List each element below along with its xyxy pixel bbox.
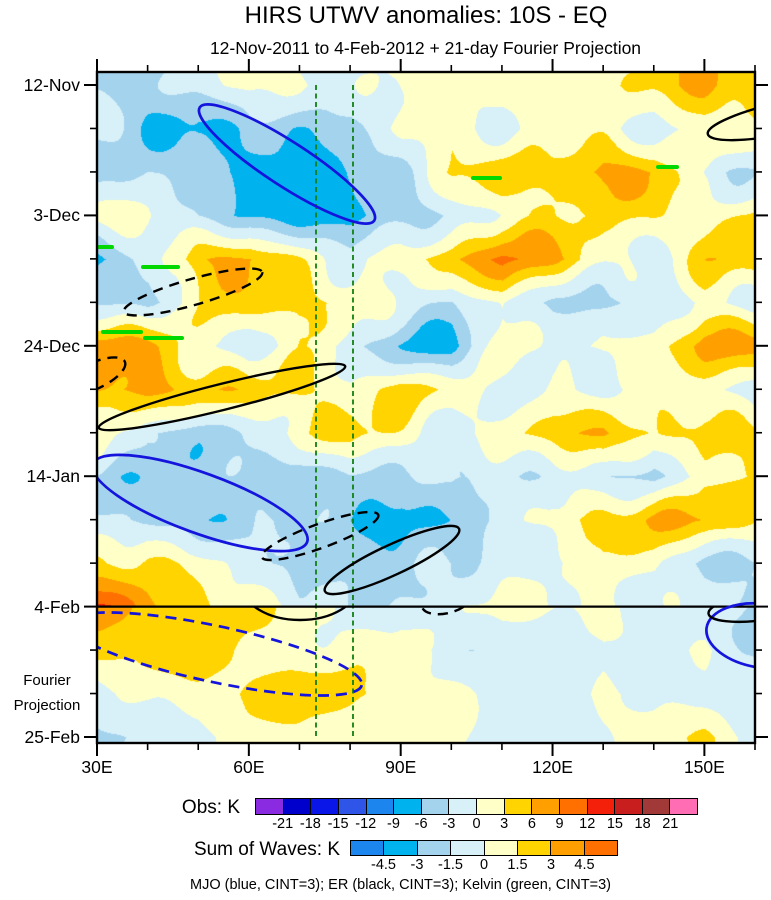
- x-tick-label-60E: 60E: [233, 757, 265, 777]
- er-contour-solid-ellipse: [97, 362, 347, 432]
- colorbar-cell: [256, 799, 284, 814]
- mjo-contour-dashed-ellipse: [97, 611, 364, 697]
- colorbar-tick-label: 18: [634, 816, 651, 832]
- colorbar-tick-label: -15: [327, 816, 349, 832]
- colorbar-cell: [587, 799, 616, 814]
- er-contour-dashed-ellipse: [122, 267, 264, 317]
- colorbar-tick-label: 15: [606, 816, 623, 832]
- y-tick-label-4-Feb: 4-Feb: [34, 596, 80, 617]
- colorbar-cell: [338, 799, 367, 814]
- colorbar-tick-label: 0: [479, 857, 489, 873]
- colorbar-tick-label: 0: [472, 816, 481, 832]
- fourier-label-line1: Fourier: [23, 672, 71, 689]
- er-contour-solid-ellipse: [323, 524, 461, 596]
- colorbar-cell: [517, 841, 552, 855]
- colorbar-tick-label: 3: [500, 816, 509, 832]
- chart-title: HIRS UTWV anomalies: 10S - EQ: [244, 2, 608, 29]
- colorbar-tick-label: 1.5: [507, 857, 528, 873]
- colorbar-tick-label: 3: [546, 857, 556, 873]
- colorbar-tick-label: -9: [386, 816, 400, 832]
- colorbar-tick-label: 21: [662, 816, 679, 832]
- colorbar-tick-label: 6: [527, 816, 536, 832]
- contour-field-canvas: [97, 72, 755, 743]
- colorbar-cell: [670, 799, 697, 814]
- colorbar-cell: [532, 799, 560, 814]
- colorbar-cell: [559, 799, 588, 814]
- obs-colorbar-label: Obs: K: [181, 797, 240, 818]
- colorbar-tick-label: -12: [355, 816, 377, 832]
- colorbar-cell: [394, 799, 422, 814]
- colorbar-cell: [484, 841, 518, 855]
- kelvin-contours: [97, 85, 679, 737]
- colorbar-cell: [351, 841, 385, 855]
- colorbar-tick-label: 4.5: [574, 857, 595, 873]
- chart-subtitle: 12-Nov-2011 to 4-Feb-2012 + 21-day Fouri…: [209, 38, 642, 58]
- mjo-contour-solid-ellipse: [197, 103, 377, 225]
- sum-of-waves-colorbar: [350, 840, 618, 856]
- wave-legend-text: MJO (blue, CINT=3); ER (black, CINT=3); …: [189, 877, 612, 893]
- colorbar-tick-label: -3: [410, 857, 424, 873]
- colorbar-cell: [417, 841, 452, 855]
- axis-ticks: [84, 59, 768, 756]
- colorbar-cell: [504, 799, 533, 814]
- colorbar-tick-label: -4.5: [371, 857, 396, 873]
- colorbar-cell: [477, 799, 505, 814]
- colorbar-cell: [384, 841, 418, 855]
- er-contour-solid-ellipse: [252, 606, 348, 622]
- x-tick-label-30E: 30E: [81, 757, 113, 777]
- obs-colorbar: [255, 798, 698, 815]
- mjo-contour-solid-ellipse: [705, 601, 755, 671]
- colorbar-cell: [615, 799, 643, 814]
- colorbar-tick-label: -6: [414, 816, 428, 832]
- y-tick-label-3-Dec: 3-Dec: [33, 205, 80, 226]
- mjo-contour-solid-ellipse: [97, 453, 309, 553]
- y-tick-label-12-Nov: 12-Nov: [23, 75, 80, 95]
- colorbar-cell: [451, 841, 485, 855]
- colorbar-cell: [449, 799, 477, 814]
- colorbar-cell: [584, 841, 617, 855]
- er-contour-solid-ellipse: [706, 92, 755, 142]
- x-tick-label-150E: 150E: [683, 757, 725, 777]
- colorbar-tick-label: 9: [555, 816, 564, 832]
- fourier-projection-label: Fourier Projection: [2, 668, 92, 718]
- x-tick-label-120E: 120E: [532, 757, 573, 777]
- colorbar-cell: [551, 841, 585, 855]
- y-tick-label-25-Feb: 25-Feb: [24, 727, 80, 747]
- colorbar-cell: [283, 799, 312, 814]
- colorbar-tick-label: -3: [442, 816, 456, 832]
- colorbar-tick-label: -1.5: [438, 857, 463, 873]
- sum-of-waves-colorbar-label: Sum of Waves: K: [193, 839, 340, 860]
- er-contour-dashed-ellipse: [97, 356, 127, 396]
- er-contour-solid-ellipse: [707, 606, 755, 624]
- colorbar-cell: [421, 799, 450, 814]
- fourier-label-line2: Projection: [13, 697, 81, 714]
- er-contour-dashed-ellipse: [260, 510, 380, 562]
- x-tick-label-90E: 90E: [385, 757, 417, 777]
- y-tick-label-14-Jan: 14-Jan: [26, 466, 80, 487]
- colorbar-tick-label: -18: [299, 816, 321, 832]
- colorbar-cell: [642, 799, 671, 814]
- colorbar-cell: [311, 799, 339, 814]
- colorbar-tick-label: -21: [272, 816, 294, 832]
- er-contour-dashed-ellipse: [420, 606, 474, 616]
- colorbar-cell: [366, 799, 395, 814]
- plot-border: [95, 70, 757, 745]
- y-tick-label-24-Dec: 24-Dec: [23, 335, 80, 356]
- colorbar-tick-label: 12: [579, 816, 596, 832]
